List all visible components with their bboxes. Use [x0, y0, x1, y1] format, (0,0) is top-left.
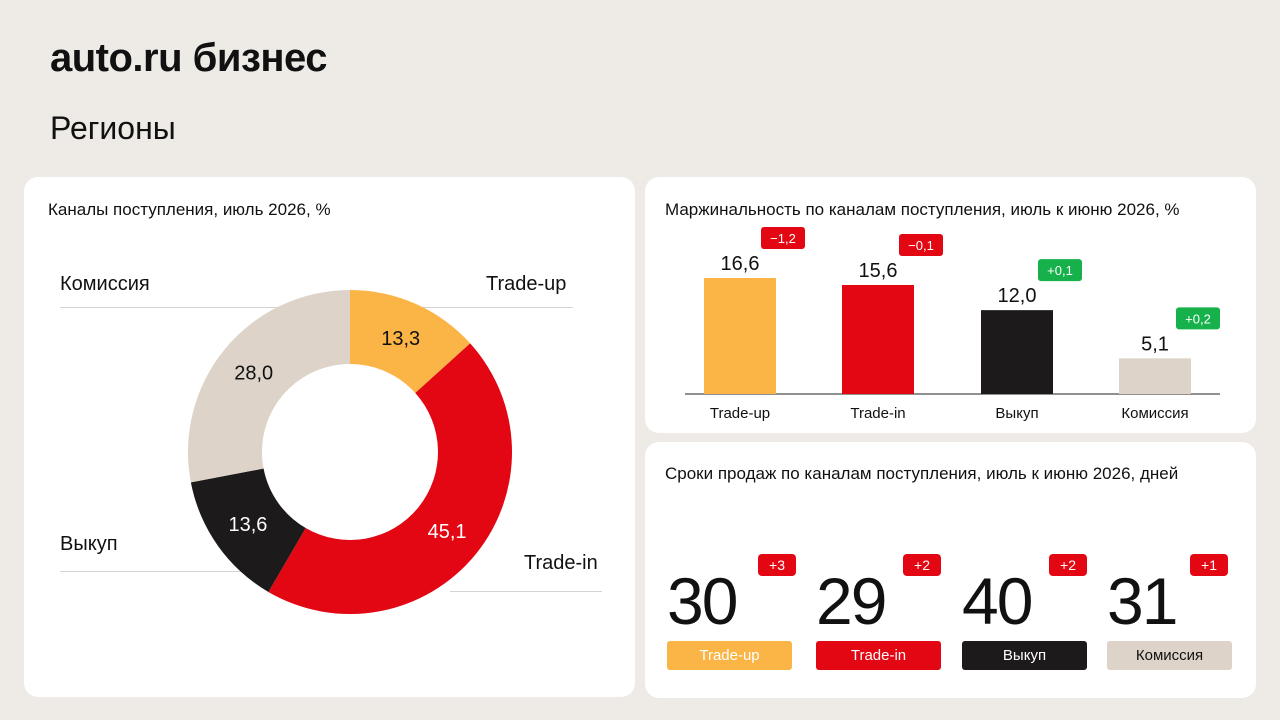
- margin-bar-trade-up: [704, 278, 776, 394]
- term-trade-up: 30 +3 Trade-up: [667, 554, 797, 684]
- margin-chart-title: Маржинальность по каналам поступления, и…: [665, 200, 1180, 219]
- term-change-badge-trade-in: +2: [903, 554, 941, 576]
- margin-category-label-trade-in: Trade-in: [850, 405, 905, 422]
- donut-value-label-trade-up: 13,3: [381, 328, 420, 350]
- donut-value-label-komissiya: 28,0: [234, 362, 273, 384]
- margin-bar-chart: 16,6 Trade-up −1,2 15,6 Trade-in −0,1 12,0 Выку…: [685, 227, 1220, 422]
- donut-value-label-vykup: 13,6: [228, 514, 267, 536]
- margin-category-label-trade-up: Trade-up: [710, 405, 770, 422]
- margin-value-label-trade-up: 16,6: [721, 253, 760, 275]
- term-change-badge-trade-up: +3: [758, 554, 796, 576]
- page-title: Регионы: [50, 110, 176, 146]
- donut-leader-line-vykup: [60, 571, 250, 572]
- donut-slice-vykup: [190, 468, 306, 592]
- margin-change-label-trade-up: −1,2: [770, 231, 796, 246]
- donut-slice-komissiya: [187, 290, 350, 483]
- margin-category-label-komissiya: Комиссия: [1121, 405, 1188, 422]
- donut-slice-trade-up: [350, 290, 471, 393]
- term-vykup: 40 +2 Выкуп: [962, 554, 1092, 684]
- donut-legend-vykup: Выкуп: [60, 533, 118, 555]
- term-value-trade-up: 30: [667, 564, 738, 638]
- margin-value-label-vykup: 12,0: [998, 285, 1037, 307]
- margin-value-label-trade-in: 15,6: [859, 260, 898, 282]
- donut-chart-card: Каналы поступления, июль 2026, % Комисси…: [24, 177, 635, 697]
- margin-change-badge-komissiya: [1176, 307, 1220, 330]
- margin-bar-trade-in: [842, 284, 914, 394]
- term-pill-komissiya: Комиссия: [1107, 641, 1232, 670]
- margin-change-label-komissiya: +0,2: [1185, 311, 1211, 326]
- donut-slice-trade-in: [268, 343, 512, 614]
- donut-chart: 13,3 45,1 13,6 28,0: [187, 290, 512, 614]
- sales-terms-title: Сроки продаж по каналам поступления, июл…: [665, 464, 1179, 483]
- sales-terms-card: Сроки продаж по каналам поступления, июл…: [645, 442, 1256, 698]
- margin-bar-komissiya: [1119, 358, 1191, 394]
- donut-value-label-trade-in: 45,1: [428, 521, 467, 543]
- margin-change-badge-trade-in: [899, 233, 943, 256]
- donut-chart-title: Каналы поступления, июль 2026, %: [48, 200, 331, 219]
- donut-legend-trade-up: Trade-up: [486, 273, 567, 295]
- term-value-komissiya: 31: [1107, 564, 1178, 638]
- donut-leader-line-komissiya: [60, 307, 350, 308]
- margin-change-badge-trade-up: [761, 227, 805, 249]
- margin-chart-card: Маржинальность по каналам поступления, и…: [645, 177, 1256, 433]
- term-pill-trade-up: Trade-up: [667, 641, 792, 670]
- brand-logo: auto.ru бизнес: [50, 36, 327, 80]
- term-value-vykup: 40: [962, 564, 1033, 638]
- term-value-trade-in: 29: [816, 564, 887, 638]
- margin-category-label-vykup: Выкуп: [995, 405, 1038, 422]
- term-komissiya: 31 +1 Комиссия: [1107, 554, 1237, 684]
- margin-change-label-trade-in: −0,1: [908, 238, 934, 253]
- margin-change-badge-vykup: [1038, 259, 1082, 282]
- donut-legend-trade-in: Trade-in: [524, 552, 598, 574]
- donut-leader-line-trade-up: [350, 307, 573, 308]
- margin-value-label-komissiya: 5,1: [1141, 333, 1169, 355]
- margin-bar-vykup: [981, 310, 1053, 394]
- term-pill-trade-in: Trade-in: [816, 641, 941, 670]
- term-change-badge-komissiya: +1: [1190, 554, 1228, 576]
- term-pill-vykup: Выкуп: [962, 641, 1087, 670]
- margin-change-label-vykup: +0,1: [1047, 263, 1073, 278]
- donut-leader-line-trade-in: [450, 591, 602, 592]
- term-change-badge-vykup: +2: [1049, 554, 1087, 576]
- term-trade-in: 29 +2 Trade-in: [816, 554, 946, 684]
- donut-legend-komissiya: Комиссия: [60, 273, 150, 295]
